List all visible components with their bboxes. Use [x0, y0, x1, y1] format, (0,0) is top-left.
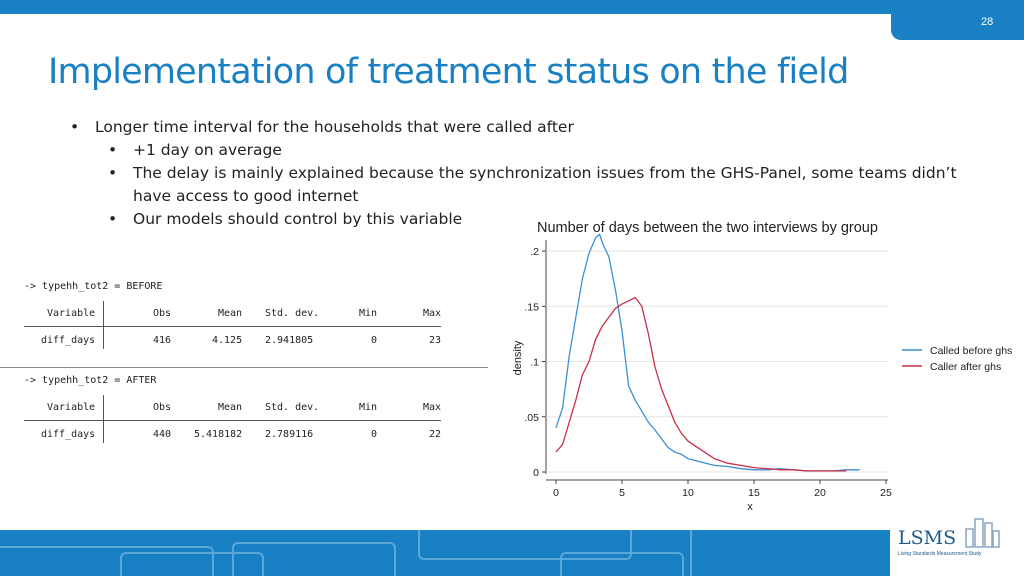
bullet-marker: •	[70, 118, 80, 136]
col-header-min: Min	[359, 402, 378, 413]
cell-mean: 5.418182	[194, 429, 243, 440]
bullet-marker: •	[108, 210, 118, 228]
col-header-stddev: Std. dev.	[265, 308, 320, 319]
cell-variable: diff_days	[41, 429, 96, 440]
x-tick-label: 15	[748, 487, 760, 499]
logo-text: LSMS	[898, 527, 957, 549]
stata-by-header: -> typehh_tot2 = AFTER	[24, 375, 157, 386]
cell-stddev: 2.789116	[265, 429, 314, 440]
density-chart: Number of days between the two interview…	[512, 220, 1012, 513]
decor-shape	[232, 542, 396, 576]
stata-by-header: -> typehh_tot2 = BEFORE	[24, 281, 163, 292]
table-vrule	[103, 301, 104, 349]
x-tick-label: 5	[619, 487, 625, 499]
cell-min: 0	[371, 335, 378, 346]
bullet-text: Our models should control by this variab…	[133, 210, 463, 228]
cell-min: 0	[371, 429, 378, 440]
series-line	[555, 296, 847, 472]
y-tick-label: .1	[530, 357, 539, 369]
legend-label: Caller after ghs	[930, 361, 1001, 373]
bullet-text: The delay is mainly explained because th…	[133, 164, 957, 205]
bullet-item: • Longer time interval for the households…	[70, 116, 970, 139]
col-header-mean: Mean	[218, 402, 243, 413]
bullet-marker: •	[108, 164, 118, 182]
y-axis-label: density	[512, 340, 524, 375]
bullet-text: Longer time interval for the households …	[95, 118, 574, 136]
sub-bullet-item: • The delay is mainly explained because t…	[70, 162, 970, 208]
x-tick-label: 0	[553, 487, 559, 499]
bullet-text: +1 day on average	[133, 141, 282, 159]
decor-shape	[0, 546, 214, 576]
table-vrule	[103, 395, 104, 443]
x-axis-label: x	[747, 501, 753, 513]
y-tick-label: .15	[524, 301, 539, 313]
sub-bullet-item: • Our models should control by this varia…	[70, 208, 970, 231]
col-header-min: Min	[359, 308, 378, 319]
bullet-marker: •	[108, 141, 118, 159]
top-accent-bar	[0, 0, 1024, 14]
cell-max: 23	[429, 335, 442, 346]
y-tick-label: 0	[533, 467, 539, 479]
y-tick-label: .2	[530, 246, 539, 258]
bullet-list: • Longer time interval for the households…	[70, 116, 970, 231]
col-header-max: Max	[423, 308, 442, 319]
x-tick-label: 25	[880, 487, 892, 499]
logo-subtitle: Living Standards Measurement Study	[898, 551, 982, 557]
cell-obs: 416	[153, 335, 172, 346]
col-header-obs: Obs	[153, 402, 172, 413]
cell-mean: 4.125	[212, 335, 243, 346]
decor-shape	[690, 530, 894, 576]
legend-label: Called before ghs	[930, 345, 1012, 357]
buildings-icon	[965, 518, 1000, 548]
bottom-decor-bar	[0, 530, 1024, 576]
lsms-logo: LSMS Living Standards Measurement Study	[890, 513, 1024, 576]
page-number-tab: 28	[891, 0, 1024, 40]
table-rule	[24, 420, 441, 421]
cell-variable: diff_days	[41, 335, 96, 346]
section-rule	[0, 367, 488, 368]
col-header-max: Max	[423, 402, 442, 413]
y-tick-label: .05	[524, 412, 539, 424]
chart-title: Number of days between the two interview…	[537, 220, 878, 236]
plot-area: 0 .05 .1 .15 .2 0 5 10 15 20 25	[524, 233, 892, 499]
decor-shape	[560, 552, 684, 576]
decor-shape	[418, 530, 632, 560]
x-tick-label: 10	[682, 487, 694, 499]
decor-shape	[120, 552, 264, 576]
table-rule	[24, 326, 441, 327]
cell-obs: 440	[153, 429, 172, 440]
cell-max: 22	[429, 429, 442, 440]
chart-legend: Called before ghs Caller after ghs	[902, 345, 1012, 373]
col-header-obs: Obs	[153, 308, 172, 319]
x-tick-label: 20	[814, 487, 826, 499]
col-header-stddev: Std. dev.	[265, 402, 320, 413]
col-header-mean: Mean	[218, 308, 243, 319]
series-line	[555, 233, 860, 472]
slide-title: Implementation of treatment status on th…	[48, 52, 849, 92]
cell-stddev: 2.941805	[265, 335, 314, 346]
col-header-variable: Variable	[47, 402, 96, 413]
col-header-variable: Variable	[47, 308, 96, 319]
page-number: 28	[981, 16, 994, 28]
sub-bullet-item: • +1 day on average	[70, 139, 970, 162]
